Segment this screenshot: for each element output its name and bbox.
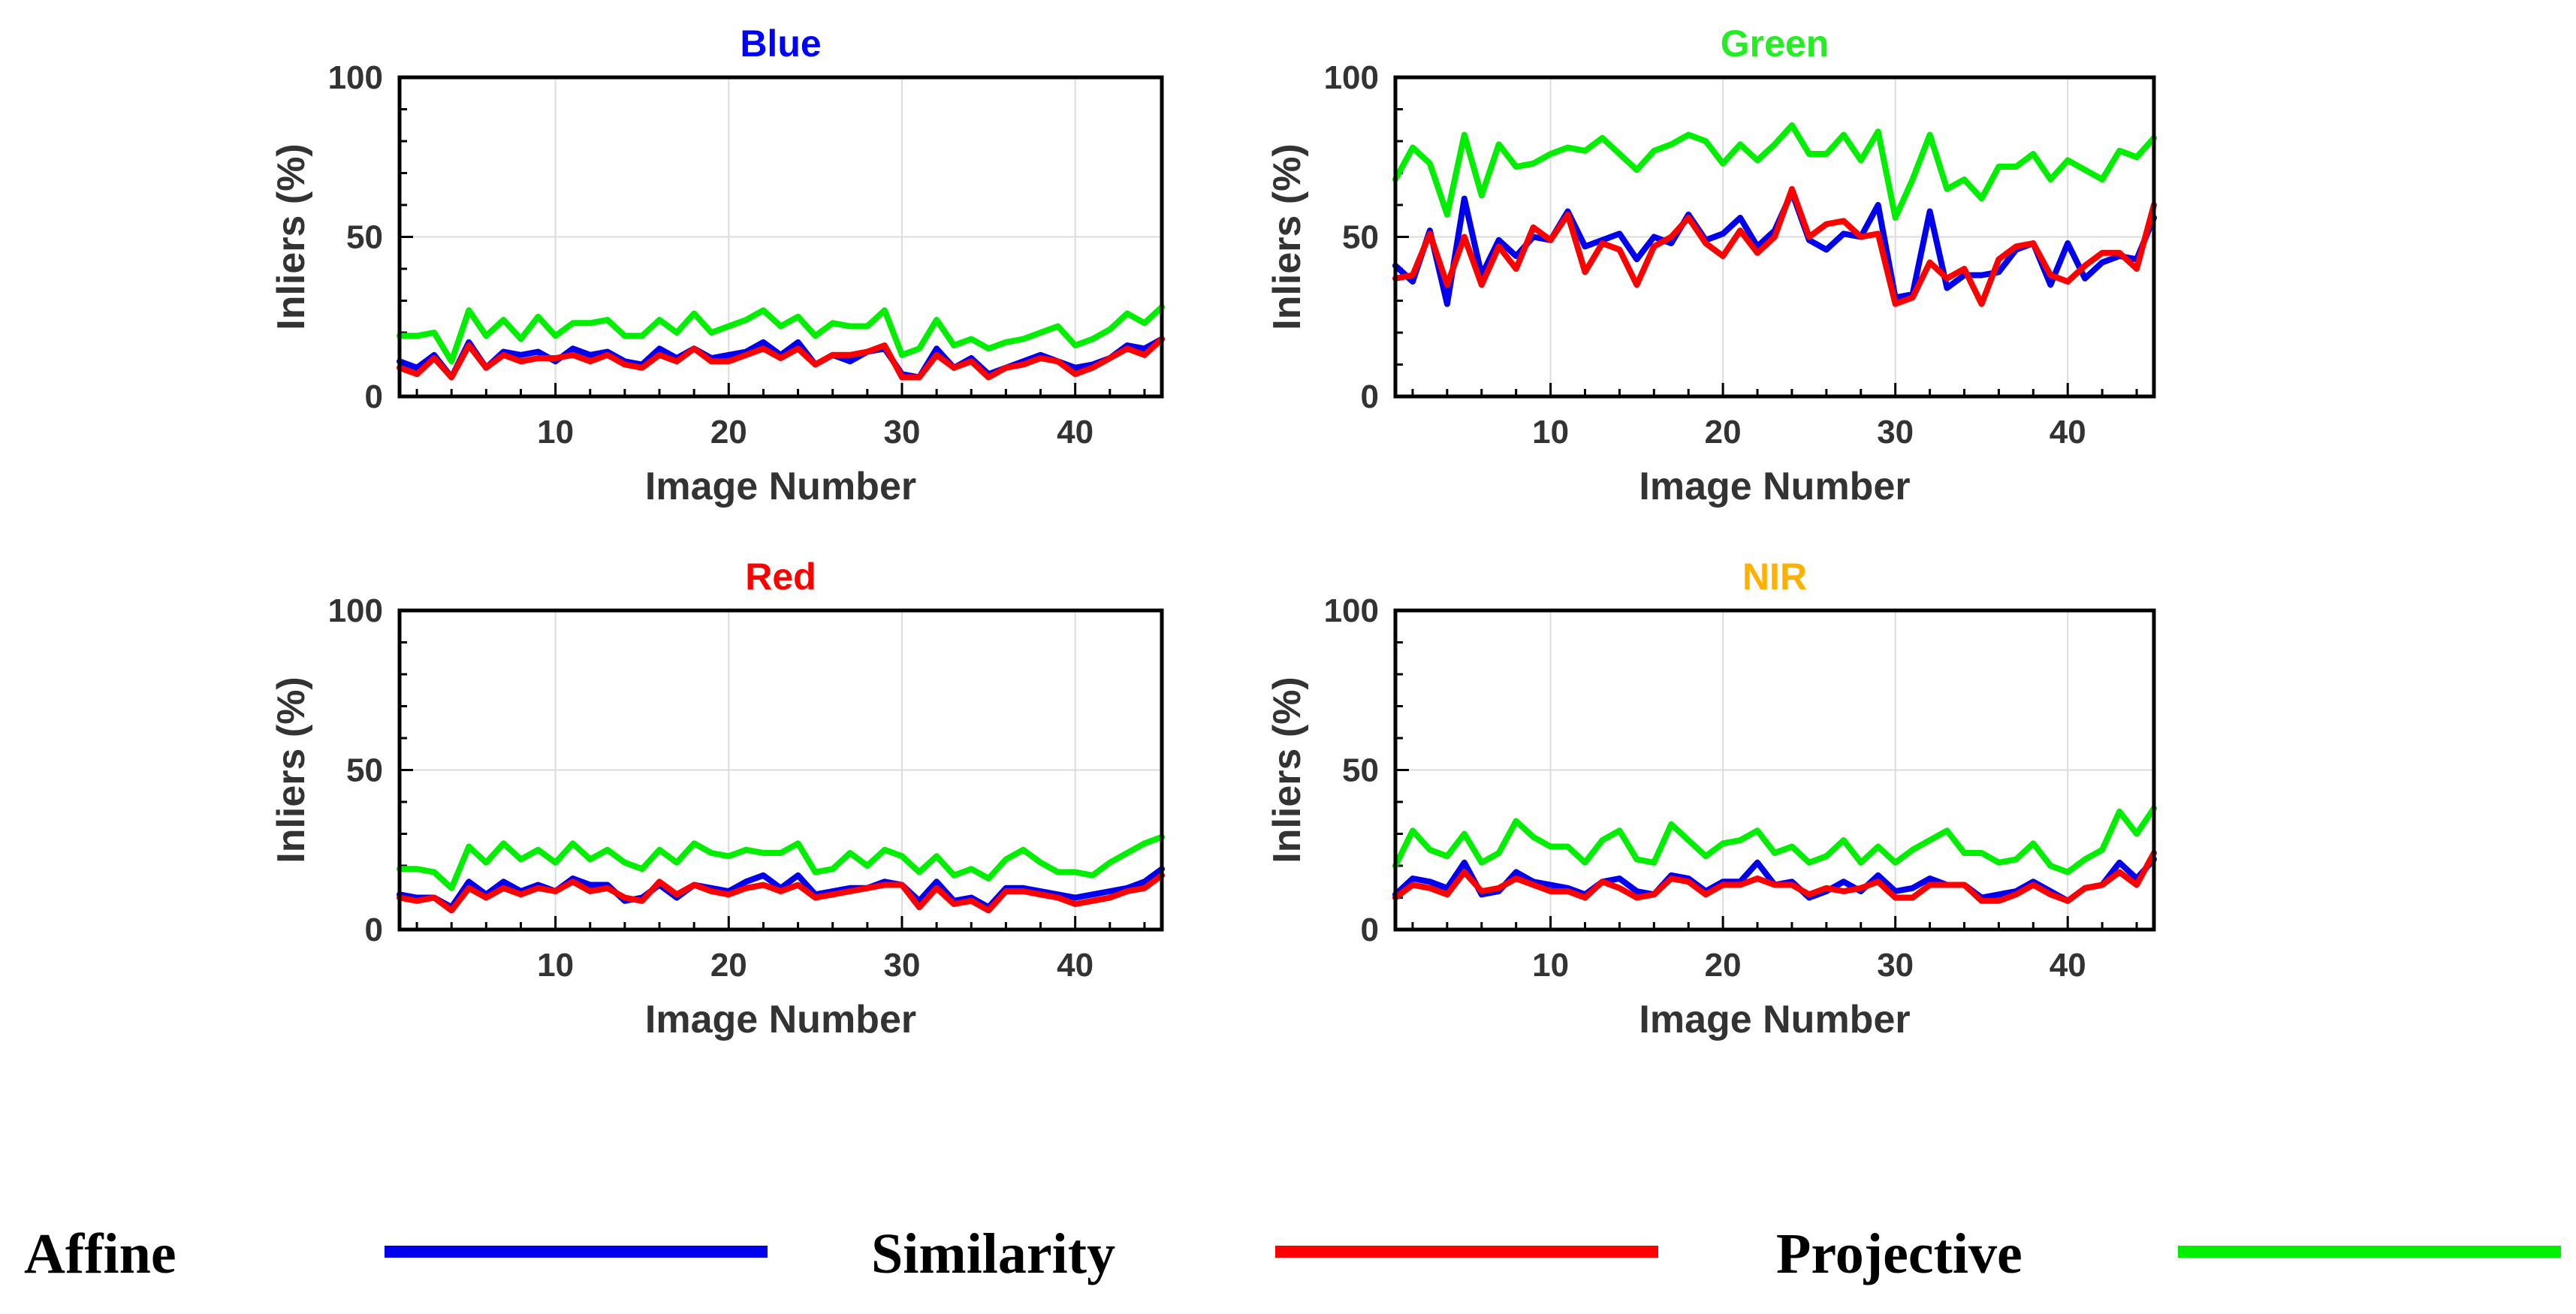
y-tick-label: 100: [328, 592, 383, 629]
x-tick-label: 20: [710, 414, 747, 451]
x-tick-label: 20: [710, 947, 747, 984]
chart-panel-nir: 0 50 100 10 20 30 40 NIR Image Number Inliers (%): [1265, 556, 2157, 1041]
y-axis-label: Inliers (%): [1265, 677, 1309, 863]
chart-panel-red: 0 50 100 10 20 30 40 Red Image Number Inliers (%): [270, 556, 1165, 1041]
x-tick-label: 20: [1705, 947, 1742, 984]
series-line-similarity: [397, 336, 1165, 381]
y-axis-label: Inliers (%): [1265, 143, 1309, 330]
y-axis-label: Inliers (%): [270, 143, 313, 330]
panel-title: Green: [1721, 23, 1829, 65]
x-axis-label: Image Number: [645, 998, 916, 1041]
series-line-projective: [397, 304, 1165, 365]
series-line-affine: [1392, 189, 2157, 307]
plot-frame: [397, 608, 1164, 932]
plot-frame: [1393, 75, 2156, 399]
series-line-projective: [397, 833, 1165, 891]
y-tick-label: 50: [346, 219, 383, 256]
y-tick-label: 100: [1324, 592, 1379, 629]
y-tick-label: 0: [365, 378, 383, 415]
x-tick-label: 40: [2050, 947, 2086, 984]
y-tick-label: 100: [328, 59, 383, 96]
x-tick-label: 10: [537, 947, 574, 984]
x-tick-label: 20: [1705, 414, 1742, 451]
x-tick-label: 40: [1057, 414, 1093, 451]
y-tick-label: 0: [1361, 378, 1379, 415]
plot-frame: [397, 75, 1164, 399]
series-line-similarity: [1392, 185, 2157, 307]
x-tick-label: 40: [1057, 947, 1093, 984]
series-line-projective: [1392, 805, 2157, 875]
series-line-similarity: [1392, 850, 2157, 904]
panel-title: Blue: [740, 23, 821, 65]
y-tick-label: 50: [1342, 219, 1379, 256]
x-axis-label: Image Number: [1639, 465, 1910, 508]
x-axis-label: Image Number: [1639, 998, 1910, 1041]
x-tick-label: 10: [537, 414, 574, 451]
y-tick-label: 0: [1361, 912, 1379, 948]
x-axis-label: Image Number: [645, 465, 916, 508]
y-tick-label: 50: [1342, 752, 1379, 789]
y-tick-label: 50: [346, 752, 383, 789]
panel-title: NIR: [1742, 556, 1807, 598]
chart-panel-blue: 0 50 100 10 20 30 40 Blue Image Number Inliers (%…: [270, 23, 1165, 508]
legend-label-projective: Projective: [1776, 1222, 2022, 1285]
plot-frame: [1393, 608, 2156, 932]
series-line-projective: [1392, 122, 2157, 221]
x-tick-label: 10: [1532, 947, 1569, 984]
x-tick-label: 30: [884, 947, 921, 984]
y-axis-label: Inliers (%): [270, 677, 313, 863]
legend: Affine Similarity Projective: [24, 1222, 2561, 1285]
y-tick-label: 0: [365, 912, 383, 948]
legend-label-affine: Affine: [24, 1222, 176, 1285]
x-tick-label: 10: [1532, 414, 1569, 451]
panel-title: Red: [745, 556, 816, 598]
chart-panel-green: 0 50 100 10 20 30 40 Green Image Number Inliers (…: [1265, 23, 2157, 508]
x-tick-label: 40: [2050, 414, 2086, 451]
legend-label-similarity: Similarity: [871, 1222, 1115, 1285]
x-tick-label: 30: [1877, 947, 1914, 984]
x-tick-label: 30: [1877, 414, 1914, 451]
x-tick-label: 30: [884, 414, 921, 451]
series-line-similarity: [397, 872, 1165, 914]
y-tick-label: 100: [1324, 59, 1379, 96]
